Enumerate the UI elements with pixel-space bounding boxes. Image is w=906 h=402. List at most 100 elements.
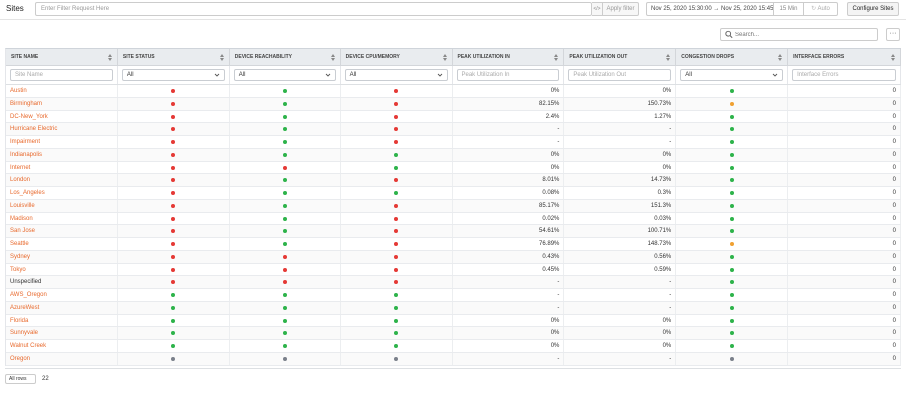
peak-out-value: 0% [564,148,677,161]
peak-out-value: - [564,301,677,314]
reachability-dot [282,178,287,183]
interface-errors-value: 0 [788,327,901,339]
cpu-memory-dot [394,203,399,208]
table-row[interactable]: Impairment - - 0 [6,136,901,149]
site-name-link[interactable]: London [6,174,118,186]
site-name-link[interactable]: Internet [6,161,118,174]
site-status-filter[interactable]: All [121,69,225,81]
site-name-link[interactable]: Madison [6,212,118,225]
site-name-link[interactable]: Impairment [6,136,118,148]
column-header-interface-errors[interactable]: INTERFACE ERRORS [788,49,901,65]
interface-errors-value: 0 [788,123,901,135]
table-row[interactable]: Sydney 0.43% 0.56% 0 [6,250,901,264]
column-header-site-status[interactable]: SITE STATUS [118,49,230,65]
sort-icon [554,54,559,61]
site-name-link[interactable]: Los_Angeles [6,187,118,199]
congestion-dot [729,191,734,195]
interval-select[interactable]: 15 Min [774,2,804,16]
column-header-label: DEVICE CPU/MEMORY [345,54,400,60]
table-row[interactable]: Internet 0% 0% 0 [6,161,901,175]
congestion-dot [729,101,734,106]
column-header-device-reachability[interactable]: DEVICE REACHABILITY [230,49,341,65]
table-row[interactable]: Seattle 76.89% 148.73% 0 [6,238,901,251]
column-header-congestion-drops[interactable]: CONGESTION DROPS [676,49,789,65]
device-reachability-filter[interactable]: All [233,69,336,81]
filter-request-input[interactable]: Enter Filter Request Here [35,2,592,16]
site-name-link[interactable]: DC-New_York [6,110,118,123]
peak-out-value: 0% [564,161,677,174]
more-options-button[interactable]: ··· [886,28,900,41]
site-name-link[interactable]: Birmingham [6,97,118,110]
table-row[interactable]: Birmingham 82.15% 150.73% 0 [6,97,901,111]
code-view-button[interactable]: </> [592,2,603,16]
interface-errors-value: 0 [788,263,901,276]
table-row[interactable]: Madison 0.02% 0.03% 0 [6,212,901,226]
cpu-memory-dot [394,344,399,348]
peak-in-filter[interactable]: Peak Utilization In [456,69,560,81]
peak-in-value: 2.4% [453,110,565,123]
table-row[interactable]: London 8.01% 14.73% 0 [6,174,901,187]
peak-out-value: 0% [564,340,677,352]
device-cpu-memory-filter[interactable]: All [344,69,448,81]
table-row[interactable]: AzureWest - - 0 [6,301,901,315]
auto-refresh-button[interactable]: ↻ Auto [804,2,838,16]
table-row[interactable]: Indianapolis 0% 0% 0 [6,148,901,162]
site-name-link[interactable]: AWS_Oregon [6,289,118,301]
table-row[interactable]: Louisville 85.17% 151.3% 0 [6,199,901,213]
table-row[interactable]: AWS_Oregon - - 0 [6,289,901,302]
date-range-picker[interactable]: Nov 25, 2020 15:30:00 → Nov 25, 2020 15:… [646,2,774,16]
site-name-link[interactable]: Tokyo [6,263,118,276]
site-name-link[interactable]: Sunnyvale [6,327,118,339]
reachability-dot [282,318,287,323]
column-header-label: INTERFACE ERRORS [793,54,845,60]
peak-in-value: - [453,352,565,365]
site-name-link[interactable]: Seattle [6,238,118,250]
column-header-peak-utilization-in[interactable]: PEAK UTILIZATION IN [453,49,565,65]
table-search[interactable] [720,28,878,41]
site-name-link[interactable]: AzureWest [6,301,118,314]
page-size-select[interactable]: All rows [5,374,36,384]
peak-out-value: 0% [564,327,677,339]
site-status-dot [171,254,176,259]
table-row[interactable]: Sunnyvale 0% 0% 0 [6,327,901,340]
peak-in-value: 0% [453,85,565,97]
interface-errors-value: 0 [788,161,901,174]
peak-out-filter[interactable]: Peak Utilization Out [568,69,672,81]
site-name-link[interactable]: San Jose [6,225,118,237]
column-header-device-cpu-memory[interactable]: DEVICE CPU/MEMORY [341,49,453,65]
table-row[interactable]: Tokyo 0.45% 0.59% 0 [6,263,901,277]
peak-in-value: 0% [453,161,565,174]
site-name-link[interactable]: Walnut Creek [6,340,118,352]
table-row[interactable]: DC-New_York 2.4% 1.27% 0 [6,110,901,124]
site-name-filter[interactable]: Site Name [10,69,113,81]
site-name-link[interactable]: Indianapolis [6,148,118,161]
reachability-dot [282,216,287,221]
site-name-link[interactable]: Austin [6,85,118,97]
table-row[interactable]: Los_Angeles 0.08% 0.3% 0 [6,187,901,200]
table-row[interactable]: Oregon - - 0 [6,352,901,366]
table-row[interactable]: Hurricane Electric - - 0 [6,123,901,136]
site-status-dot [171,229,176,234]
congestion-drops-filter[interactable]: All [680,69,784,81]
column-header-label: SITE NAME [11,54,39,60]
table-row[interactable]: Walnut Creek 0% 0% 0 [6,340,901,353]
site-status-dot [171,178,176,183]
site-name-link[interactable]: Hurricane Electric [6,123,118,135]
site-name-link[interactable]: Florida [6,314,118,327]
interface-errors-filter[interactable]: Interface Errors [792,69,896,81]
table-row[interactable]: Unspecified - - 0 [6,276,901,289]
table-row[interactable]: Florida 0% 0% 0 [6,314,901,328]
site-name-link[interactable]: Oregon [6,352,118,365]
cpu-memory-dot [394,165,399,170]
site-status-dot [171,356,176,361]
configure-sites-button[interactable]: Configure Sites [847,2,899,16]
table-row[interactable]: Austin 0% 0% 0 [6,85,901,98]
column-header-site-name[interactable]: SITE NAME [6,49,118,65]
site-name-link[interactable]: Louisville [6,199,118,212]
reachability-dot [282,331,287,336]
site-name-link[interactable]: Sydney [6,250,118,263]
column-header-peak-utilization-out[interactable]: PEAK UTILIZATION OUT [564,49,677,65]
table-search-input[interactable] [735,30,873,39]
table-row[interactable]: San Jose 54.61% 100.71% 0 [6,225,901,238]
apply-filter-button[interactable]: Apply filter [603,2,639,16]
